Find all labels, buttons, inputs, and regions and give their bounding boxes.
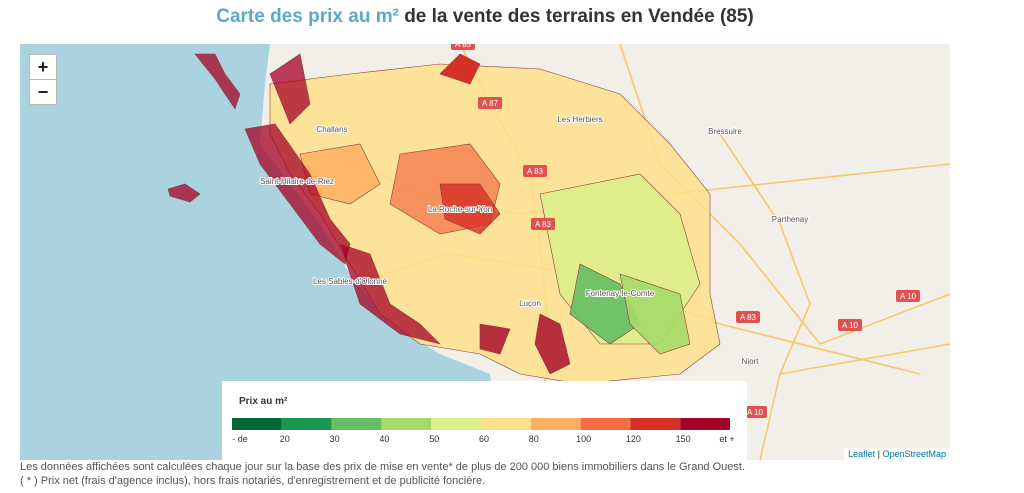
legend-label: 80 [529,434,539,444]
legend-swatch [630,418,681,430]
legend-scale: - de 20 30 40 50 60 80 100 120 150 et + [232,418,735,444]
legend-swatch [481,418,531,430]
road-label: A 83 [740,313,757,322]
title: Carte des prix au m² de la vente des ter… [0,6,970,28]
title-rest: de la vente des terrains en Vendée (85) [404,6,754,27]
legend-swatch [331,418,382,430]
legend-swatch [431,418,481,430]
legend-label: 30 [330,434,340,444]
place-label: Fontenay-le-Comte [586,289,655,298]
road-label: A 10 [842,321,859,330]
place-label: Les Herbiers [557,115,602,124]
title-highlight: Carte des prix au m² [216,6,399,27]
legend: Prix au m² - de 20 30 40 50 60 80 100 120 150 et + [222,381,747,460]
legend-label: - de [232,434,248,444]
place-label: Les Sables-d'Olonne [313,277,388,286]
legend-label: 50 [429,434,439,444]
attribution: Leaflet | OpenStreetMap [844,448,950,460]
road-shield [743,406,767,418]
zoom-out[interactable]: − [29,79,57,105]
legend-label: 120 [626,434,641,444]
place-label: Luçon [519,299,541,308]
footer-note: Les données affichées sont calculées cha… [20,461,746,473]
legend-label: 40 [379,434,389,444]
road-shield [478,97,502,109]
road-shield [838,319,862,331]
road-shield [531,218,555,230]
road-label: A 10 [900,292,917,301]
legend-label: et + [719,434,734,444]
footer-note: ( * ) Prix net (frais d'agence inclus), … [20,475,486,487]
road-shield [896,290,920,302]
road-label: A 83 [527,167,544,176]
road-label: A 10 [747,408,764,417]
legend-swatch [680,418,730,430]
attribution-leaflet[interactable]: Leaflet [848,449,876,459]
legend-swatch [381,418,432,430]
legend-swatch [281,418,332,430]
legend-label: 20 [280,434,290,444]
road-label: A 83 [535,220,552,229]
place-label: Bressuire [708,127,742,136]
communes [167,53,721,385]
road-shield [523,165,547,177]
zoom-in[interactable]: + [29,54,57,80]
legend-swatch [580,418,631,430]
place-label: La Roche-sur-Yon [428,205,492,214]
attribution-osm[interactable]: OpenStreetMap [882,449,946,459]
place-label: Parthenay [772,215,808,224]
legend-label: 150 [676,434,691,444]
map-canvas: Challans Saint-Hilaire-de-Riez La Roche-su… [20,44,950,460]
road-shield [451,44,475,50]
road-shield [736,311,760,323]
road-label: A 87 [482,99,499,108]
legend-title: Prix au m² [239,396,288,407]
legend-label: 100 [576,434,591,444]
map[interactable]: Challans Saint-Hilaire-de-Riez La Roche-su… [20,44,950,460]
place-label: Challans [316,125,347,134]
road-label: A 85 [455,44,472,49]
legend-swatch [232,418,282,430]
place-label: Niort [742,357,760,366]
legend-swatch [530,418,581,430]
place-label: Saint-Hilaire-de-Riez [260,177,334,186]
legend-label: 60 [479,434,489,444]
